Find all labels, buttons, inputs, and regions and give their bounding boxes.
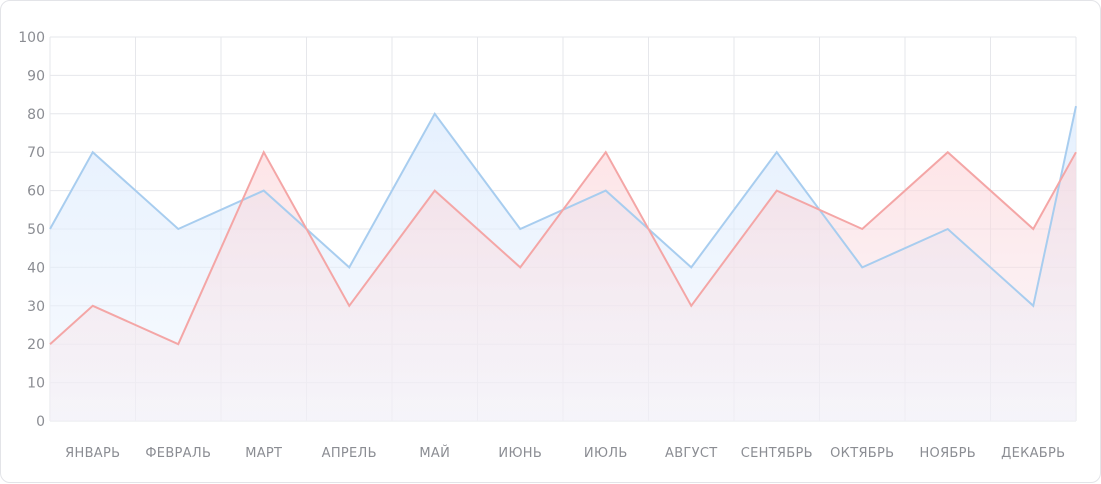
x-tick-label: ИЮНЬ <box>498 446 542 461</box>
series-lines <box>49 105 1077 346</box>
x-tick-label: ОКТЯБРЬ <box>830 446 894 461</box>
y-tick-label: 50 <box>27 222 45 238</box>
y-axis: 0 10 20 30 40 50 60 70 80 90 100 <box>18 30 45 430</box>
y-tick-label: 30 <box>27 299 45 315</box>
x-tick-label: МАЙ <box>419 445 450 461</box>
x-axis: ЯНВАРЬ ФЕВРАЛЬ МАРТ АПРЕЛЬ МАЙ ИЮНЬ ИЮЛЬ АВГУСТ… <box>65 445 1065 461</box>
y-tick-label: 10 <box>27 376 45 392</box>
y-tick-label: 70 <box>27 145 45 161</box>
series-b-line <box>49 149 1077 346</box>
y-tick-label: 90 <box>27 68 45 84</box>
x-tick-label: АВГУСТ <box>665 446 717 461</box>
x-tick-label: ЯНВАРЬ <box>65 446 120 461</box>
x-tick-label: СЕНТЯБРЬ <box>741 446 813 461</box>
x-tick-label: МАРТ <box>245 446 282 461</box>
x-tick-label: АПРЕЛЬ <box>322 446 377 461</box>
y-tick-label: 0 <box>36 414 45 430</box>
y-tick-label: 20 <box>27 337 45 353</box>
y-tick-label: 60 <box>27 184 45 200</box>
y-tick-label: 100 <box>18 30 45 46</box>
x-tick-label: НОЯБРЬ <box>919 446 976 461</box>
x-tick-label: ФЕВРАЛЬ <box>145 446 211 461</box>
x-tick-label: ИЮЛЬ <box>584 446 628 461</box>
y-tick-label: 40 <box>27 260 45 276</box>
series-areas <box>50 106 1076 422</box>
x-tick-label: ДЕКАБРЬ <box>1001 446 1065 461</box>
series-b-area <box>50 152 1076 421</box>
y-tick-label: 80 <box>27 107 45 123</box>
